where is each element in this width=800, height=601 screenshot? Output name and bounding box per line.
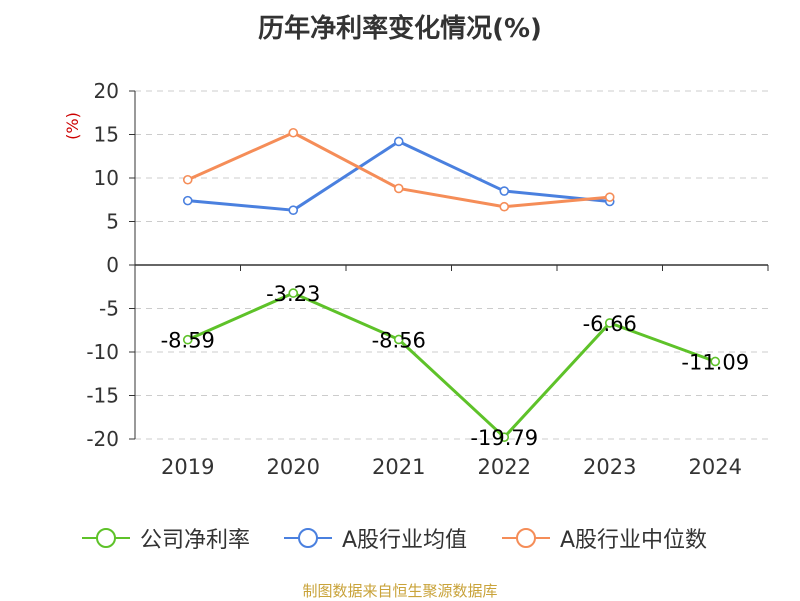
data-point-0 — [288, 288, 299, 298]
chart-title: 历年净利率变化情况(%) — [258, 14, 542, 44]
y-tick-label: -10 — [86, 340, 119, 364]
data-point-2 — [182, 174, 193, 185]
series-line-0 — [187, 291, 716, 439]
y-tick-label: 15 — [94, 123, 119, 147]
data-label: -11.09 — [681, 350, 749, 374]
data-point-2 — [499, 201, 510, 212]
data-point-2 — [288, 127, 299, 138]
y-tick-label: 10 — [94, 166, 119, 190]
y-axis-label: (%) — [63, 112, 82, 140]
data-label: -8.59 — [161, 329, 215, 353]
y-tick-label: -5 — [99, 297, 119, 321]
y-tick-label: -20 — [86, 427, 119, 451]
data-point-1 — [182, 195, 193, 206]
x-tick-label: 2020 — [267, 455, 320, 479]
data-point-2 — [393, 183, 404, 194]
x-tick-label: 2022 — [478, 455, 531, 479]
x-tick-label: 2023 — [583, 455, 636, 479]
legend-marker-industry-median-icon — [502, 526, 550, 550]
data-point-1 — [393, 136, 404, 147]
data-label: -8.56 — [372, 328, 426, 352]
y-tick-label: -15 — [86, 384, 119, 408]
y-tick-label: 0 — [106, 253, 119, 277]
data-label: -19.79 — [470, 426, 538, 450]
x-tick-label: 2021 — [372, 455, 425, 479]
data-point-1 — [288, 205, 299, 215]
legend-label-industry-median: A股行业中位数 — [560, 528, 708, 553]
y-tick-label: 5 — [106, 210, 119, 234]
chart-legend: 公司净利率 A股行业均值 A股行业中位数 — [0, 520, 800, 556]
legend-item-company[interactable]: 公司净利率 — [82, 520, 250, 556]
legend-label-company: 公司净利率 — [140, 528, 251, 553]
x-tick-label: 2024 — [689, 455, 742, 479]
data-point-0 — [710, 356, 721, 367]
y-tick-label: 20 — [94, 79, 119, 103]
legend-item-industry-median[interactable]: A股行业中位数 — [502, 520, 707, 556]
data-point-0 — [499, 432, 510, 442]
data-label: -6.66 — [583, 312, 637, 336]
data-point-0 — [604, 318, 615, 328]
data-point-1 — [499, 186, 510, 196]
data-point-0 — [182, 334, 193, 345]
data-point-0 — [393, 334, 404, 345]
data-source-note: 制图数据来自恒生聚源数据库 — [302, 582, 498, 600]
legend-item-industry-mean[interactable]: A股行业均值 — [284, 520, 467, 556]
x-tick-label: 2019 — [161, 455, 214, 479]
legend-marker-company-icon — [82, 526, 130, 550]
data-point-2 — [604, 192, 615, 202]
legend-label-industry-mean: A股行业均值 — [342, 528, 468, 553]
data-label: -3.23 — [266, 282, 320, 306]
legend-marker-industry-mean-icon — [284, 526, 332, 550]
